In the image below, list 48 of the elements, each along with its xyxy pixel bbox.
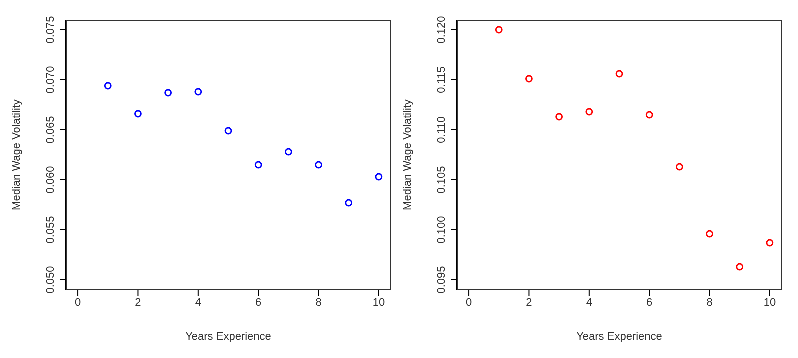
y-tick-label: 0.050: [45, 266, 57, 294]
x-tick-label: 0: [74, 296, 82, 309]
y-tick-label: 0.075: [45, 16, 57, 44]
y-tick-label: 0.105: [436, 166, 448, 194]
y-tick-label: 0.065: [45, 116, 57, 144]
y-tick-label: 0.095: [436, 266, 448, 294]
point: [766, 239, 774, 247]
x-tick-label: 4: [586, 296, 592, 309]
point: [556, 113, 564, 121]
point: [375, 173, 383, 181]
point: [104, 82, 112, 90]
x-tick-label: 2: [526, 296, 532, 309]
y-tick-label: 0.055: [45, 216, 57, 244]
point: [676, 163, 684, 171]
x-tick-label: 6: [646, 296, 653, 309]
point: [616, 70, 624, 78]
point: [345, 199, 353, 207]
point: [736, 263, 744, 271]
y-tick-label: 0.060: [45, 166, 57, 194]
x-tick-label: 8: [706, 296, 713, 309]
y-tick-label: 0.100: [436, 216, 448, 244]
point: [315, 161, 322, 169]
y-tick-label: 0.115: [436, 66, 448, 94]
point: [134, 110, 142, 118]
x-tick-label: 8: [316, 296, 322, 309]
x-axis-title: Years Experience: [576, 331, 662, 343]
point: [495, 26, 503, 34]
y-tick-label: 0.120: [436, 16, 448, 44]
point: [706, 230, 714, 238]
x-axis-title: Years Experience: [186, 331, 272, 343]
x-tick-label: 0: [466, 296, 472, 309]
y-axis-title: Median Wage Volatility: [10, 99, 23, 210]
point: [646, 111, 654, 119]
x-tick-label: 10: [372, 296, 386, 309]
point: [284, 148, 292, 156]
point: [194, 88, 202, 96]
point: [164, 89, 172, 97]
point: [526, 75, 533, 83]
y-tick-label: 0.110: [436, 116, 448, 144]
x-tick-label: 6: [256, 296, 262, 309]
y-axis-title: Median Wage Volatility: [402, 99, 414, 210]
point: [254, 161, 262, 169]
point: [224, 127, 232, 135]
x-tick-label: 10: [764, 296, 776, 309]
y-tick-label: 0.070: [45, 66, 57, 94]
point: [586, 108, 594, 116]
x-tick-label: 2: [135, 296, 142, 309]
x-tick-label: 4: [195, 296, 202, 309]
